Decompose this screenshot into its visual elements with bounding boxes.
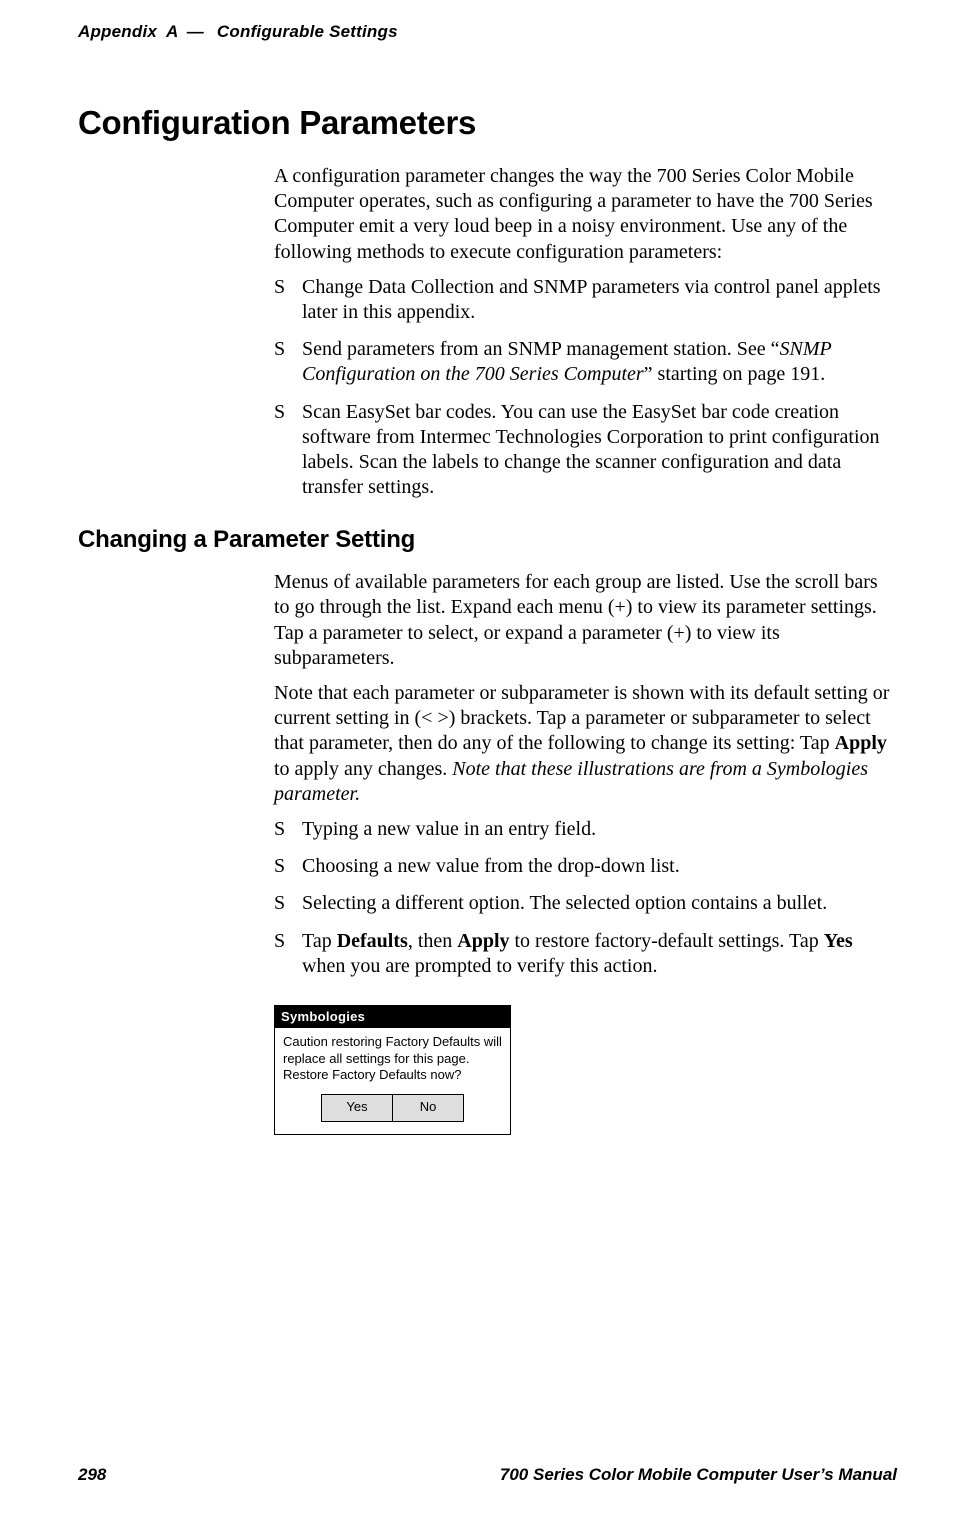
- yes-label: Yes: [824, 930, 853, 952]
- methods-list: Change Data Collection and SNMP paramete…: [274, 275, 897, 501]
- no-button[interactable]: No: [393, 1094, 464, 1122]
- symbologies-dialog: Symbologies Caution restoring Factory De…: [274, 1005, 511, 1135]
- dialog-message: Caution restoring Factory Defaults will …: [275, 1028, 510, 1094]
- list-item: Tap Defaults, then Apply to restore fact…: [274, 929, 897, 979]
- header-title: Configurable Settings: [217, 22, 398, 41]
- text: to restore factory-default settings. Tap: [510, 930, 824, 952]
- defaults-label: Defaults: [337, 930, 408, 952]
- header-dash: —: [183, 22, 212, 41]
- intro-paragraph: A configuration parameter changes the wa…: [274, 164, 897, 265]
- running-header: Appendix A — Configurable Settings: [78, 22, 897, 42]
- page-title: Configuration Parameters: [78, 104, 897, 142]
- text: Note that each parameter or subparameter…: [274, 682, 889, 754]
- paragraph: Menus of available parameters for each g…: [274, 570, 897, 671]
- dialog-titlebar: Symbologies: [275, 1006, 510, 1028]
- manual-title: 700 Series Color Mobile Computer User’s …: [500, 1465, 897, 1485]
- header-prefix: Appendix: [78, 22, 157, 41]
- header-letter: A: [162, 22, 178, 41]
- yes-button[interactable]: Yes: [321, 1094, 393, 1122]
- dialog-button-row: Yes No: [275, 1094, 510, 1134]
- text: ” starting on page 191.: [644, 363, 826, 385]
- text: , then: [408, 930, 457, 952]
- list-item: Scan EasySet bar codes. You can use the …: [274, 400, 897, 501]
- list-item: Selecting a different option. The select…: [274, 891, 897, 916]
- subsection-title: Changing a Parameter Setting: [78, 526, 897, 554]
- text: to apply any changes.: [274, 758, 452, 780]
- page-footer: 298 700 Series Color Mobile Computer Use…: [78, 1465, 897, 1485]
- list-item: Send parameters from an SNMP management …: [274, 337, 897, 387]
- list-item: Choosing a new value from the drop-down …: [274, 854, 897, 879]
- text: Send parameters from an SNMP management …: [302, 338, 779, 360]
- text: when you are prompted to verify this act…: [302, 955, 657, 977]
- apply-label: Apply: [835, 732, 887, 754]
- apply-label: Apply: [457, 930, 509, 952]
- list-item: Typing a new value in an entry field.: [274, 817, 897, 842]
- actions-list: Typing a new value in an entry field. Ch…: [274, 817, 897, 979]
- text: Tap: [302, 930, 337, 952]
- page-number: 298: [78, 1465, 106, 1485]
- list-item: Change Data Collection and SNMP paramete…: [274, 275, 897, 325]
- paragraph: Note that each parameter or subparameter…: [274, 681, 897, 807]
